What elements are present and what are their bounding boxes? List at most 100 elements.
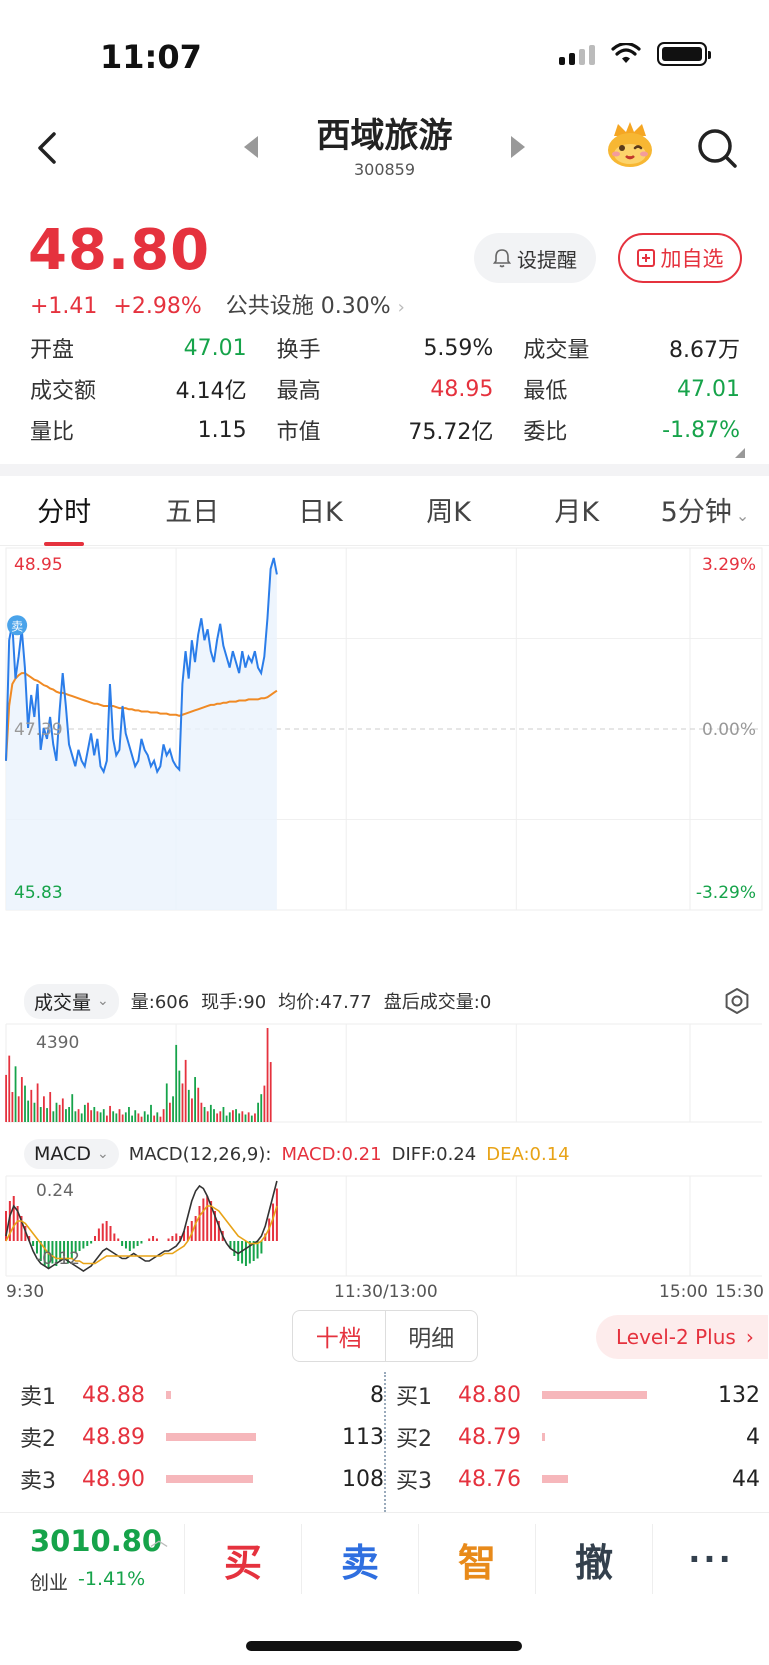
- buy-button[interactable]: 买: [184, 1524, 301, 1594]
- macd-value: MACD:0.21: [281, 1143, 382, 1165]
- level-depth-bar: [542, 1475, 692, 1483]
- volume-bar: [254, 1113, 256, 1122]
- chevron-up-icon[interactable]: ︿: [150, 1530, 168, 1551]
- add-watchlist-button[interactable]: 加自选: [618, 233, 742, 283]
- price-change-pct: +2.98%: [113, 294, 202, 319]
- volume-bar: [206, 1111, 209, 1122]
- search-icon[interactable]: [695, 126, 739, 170]
- status-time: 11:07: [100, 38, 202, 76]
- index-value[interactable]: 3010.80: [30, 1524, 163, 1558]
- volume-bar: [216, 1113, 219, 1122]
- volume-bar: [24, 1085, 26, 1122]
- home-indicator[interactable]: [246, 1641, 522, 1651]
- tab-intraday[interactable]: 分时: [0, 480, 128, 546]
- sell-button[interactable]: 卖: [301, 1524, 418, 1594]
- bid-row[interactable]: 买1 48.80 132: [396, 1374, 760, 1416]
- stat-label: 量比: [30, 420, 75, 445]
- volume-bar: [172, 1096, 174, 1122]
- chevron-right-icon: ›: [745, 1325, 754, 1349]
- add-watchlist-label: 加自选: [660, 247, 724, 271]
- time-label-close: 15:00: [659, 1282, 708, 1302]
- mascot-assistant-icon[interactable]: [604, 122, 656, 170]
- level-price: 48.89: [82, 1424, 145, 1450]
- stat-label: 最低: [523, 379, 568, 404]
- macd-indicator-select[interactable]: MACD ⌄: [24, 1139, 119, 1169]
- volume-bar: [128, 1107, 130, 1122]
- volume-bar: [83, 1104, 86, 1122]
- next-stock-arrow-icon[interactable]: [511, 136, 525, 158]
- tab-label: 日K: [298, 496, 343, 528]
- chevron-down-icon: ⌄: [96, 1146, 109, 1162]
- volume-bar: [121, 1114, 124, 1122]
- volume-bar: [52, 1111, 55, 1122]
- volume-bar: [165, 1083, 168, 1122]
- level-depth-bar: [166, 1433, 316, 1441]
- level-price: 48.79: [458, 1424, 521, 1450]
- level-depth-bar: [542, 1433, 692, 1441]
- level-qty: 44: [732, 1466, 760, 1492]
- bell-icon: [493, 249, 511, 268]
- volume-bar: [58, 1104, 61, 1122]
- macd-indicator-label: MACD: [34, 1143, 91, 1165]
- more-button[interactable]: ···: [652, 1524, 769, 1594]
- tab-monthly-k[interactable]: 月K: [513, 480, 641, 546]
- settings-hexagon-icon[interactable]: [722, 986, 752, 1016]
- volume-bar: [137, 1113, 140, 1122]
- sector-name: 公共设施: [225, 294, 314, 319]
- cancel-order-button[interactable]: 撤: [535, 1524, 652, 1594]
- volume-bar: [33, 1102, 36, 1122]
- chevron-right-icon: ›: [397, 297, 405, 318]
- stat-item: 量比 1.15: [30, 414, 247, 446]
- current-price: 48.80: [28, 218, 211, 283]
- smart-trade-button[interactable]: 智: [418, 1524, 535, 1594]
- previous-stock-arrow-icon[interactable]: [244, 136, 258, 158]
- tab-weekly-k[interactable]: 周K: [385, 480, 513, 546]
- back-arrow-icon[interactable]: [28, 128, 68, 168]
- sell-marker-label: 卖: [11, 619, 23, 633]
- bid-row[interactable]: 买3 48.76 44: [396, 1458, 760, 1500]
- ask-row[interactable]: 卖2 48.89 113: [20, 1416, 384, 1458]
- expand-corner-icon[interactable]: [735, 448, 745, 458]
- tab-trade-details[interactable]: 明细: [408, 1326, 455, 1352]
- volume-bar: [222, 1107, 225, 1122]
- index-name: 创业: [30, 1572, 69, 1594]
- tab-ten-levels[interactable]: 十档: [293, 1311, 386, 1361]
- pct-axis-mid: 0.00%: [702, 720, 756, 740]
- stat-label: 开盘: [30, 338, 75, 363]
- volume-bar: [225, 1115, 228, 1122]
- ask-row[interactable]: 卖1 48.88 8: [20, 1374, 384, 1416]
- stat-value: 4.14亿: [175, 379, 247, 404]
- tab-five-day[interactable]: 五日: [128, 480, 256, 546]
- volume-bar: [235, 1109, 237, 1122]
- wifi-icon: [611, 43, 641, 63]
- intraday-chart[interactable]: 卖 48.95 47.39 45.83 3.29% 0.00% -3.29% 4390 0.24…: [0, 546, 769, 1296]
- level-label: 买3: [396, 1469, 432, 1494]
- ask-row[interactable]: 卖3 48.90 108: [20, 1458, 384, 1500]
- volume-bar: [209, 1104, 212, 1122]
- sector-pct: 0.30%: [320, 294, 391, 319]
- dea-value: DEA:0.14: [486, 1143, 570, 1165]
- diff-value: DIFF:0.24: [391, 1143, 477, 1165]
- tab-five-minute[interactable]: 5分钟 ⌄: [641, 480, 769, 546]
- volume-bar: [187, 1089, 190, 1122]
- level2-plus-button[interactable]: Level-2 Plus ›: [596, 1315, 768, 1359]
- bid-row[interactable]: 买2 48.79 4: [396, 1416, 760, 1458]
- volume-bar: [194, 1077, 196, 1122]
- change-line: +1.41 +2.98% 公共设施 0.30% ›: [30, 288, 405, 320]
- volume-bar: [77, 1109, 80, 1122]
- level-depth-bar: [542, 1391, 692, 1399]
- set-alert-button[interactable]: 设提醒: [474, 233, 596, 283]
- volume-bar: [55, 1102, 58, 1122]
- order-book-toggle: 十档 明细: [292, 1310, 478, 1362]
- sector-link[interactable]: 公共设施 0.30% ›: [226, 288, 405, 320]
- stat-value: 48.95: [430, 376, 494, 402]
- depth-fill: [166, 1391, 171, 1399]
- stat-value: 5.59%: [423, 335, 494, 361]
- volume-indicator-select[interactable]: 成交量 ⌄: [24, 983, 119, 1019]
- price-axis-mid: 47.39: [14, 720, 63, 740]
- volume-bar: [90, 1110, 93, 1122]
- dea-line: [5, 1205, 278, 1265]
- volume-bar: [30, 1089, 33, 1122]
- tab-daily-k[interactable]: 日K: [256, 480, 384, 546]
- volume-bar: [102, 1109, 105, 1122]
